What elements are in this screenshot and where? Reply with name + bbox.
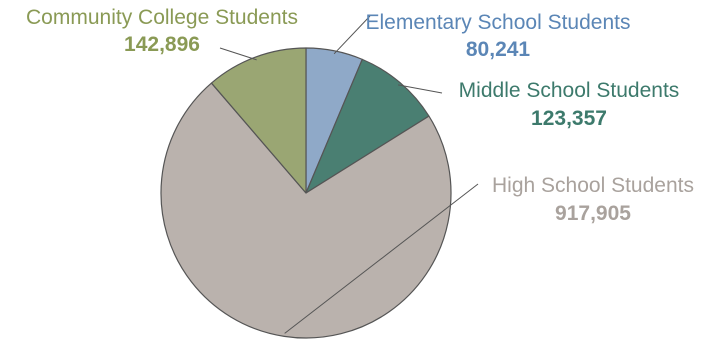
value-high: 917,905 xyxy=(555,202,631,225)
label-community-college: Community College Students xyxy=(26,6,298,29)
pie-slices xyxy=(160,47,452,339)
leader-line-community-college xyxy=(219,47,257,61)
pie-slice-community-college xyxy=(210,47,307,194)
leader-line-high xyxy=(284,183,479,334)
pie-slice-middle xyxy=(305,58,430,194)
value-elementary: 80,241 xyxy=(466,38,531,61)
label-high: High School Students xyxy=(492,174,694,197)
leader-lines xyxy=(219,15,479,334)
value-community-college: 142,896 xyxy=(124,33,200,56)
leader-line-middle xyxy=(397,84,443,94)
label-middle: Middle School Students xyxy=(459,79,680,102)
value-middle: 123,357 xyxy=(531,107,607,130)
label-elementary: Elementary School Students xyxy=(366,11,631,34)
leader-line-elementary xyxy=(333,15,371,55)
pie-slice-high xyxy=(160,82,452,339)
